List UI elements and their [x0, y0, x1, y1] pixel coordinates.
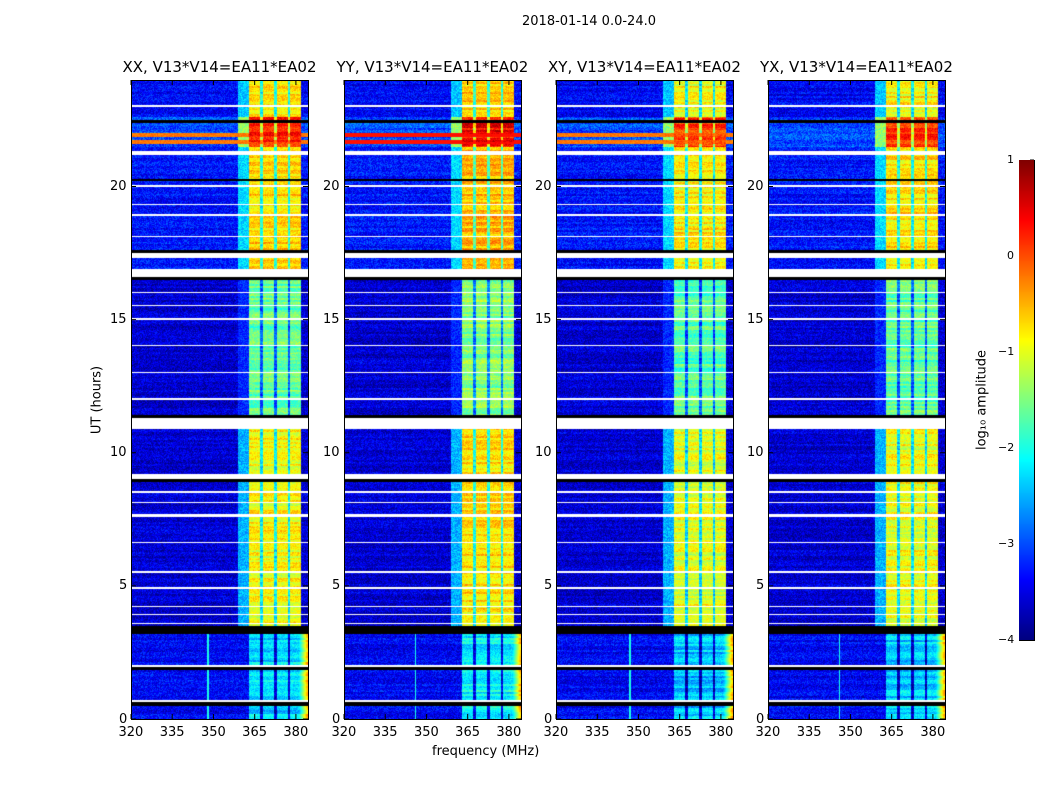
y-tick-label: 0	[332, 711, 341, 727]
x-tick-label: 320	[331, 725, 357, 740]
spectrogram-0	[131, 80, 308, 719]
y-tick-label: 15	[323, 312, 340, 328]
x-axis-label: frequency (MHz)	[432, 744, 540, 759]
colorbar	[1019, 160, 1034, 640]
y-tick-label: 10	[535, 445, 552, 461]
x-tick-label: 335	[584, 725, 610, 740]
y-tick-label: 15	[110, 312, 127, 328]
axes-frame	[344, 80, 522, 720]
y-tick-label: 10	[110, 445, 127, 461]
panel-title: XX, V13*V14=EA11*EA02	[122, 58, 317, 76]
y-tick-label: 20	[535, 179, 552, 194]
x-tick-label: 320	[755, 725, 781, 740]
x-tick-label: 380	[920, 725, 946, 740]
panel-title: YX, V13*V14=EA11*EA02	[760, 58, 953, 76]
x-tick-label: 350	[413, 725, 439, 740]
y-tick-label: 15	[535, 312, 552, 328]
axes-frame	[556, 80, 734, 720]
x-tick-label: 380	[283, 725, 309, 740]
x-tick-label: 350	[200, 725, 226, 740]
colorbar-tick-label: −2	[998, 441, 1015, 454]
x-tick-label: 335	[159, 725, 185, 740]
colorbar-tick-label: −4	[998, 633, 1015, 646]
y-tick-label: 0	[756, 711, 765, 727]
y-axis-label: UT (hours)	[89, 365, 105, 435]
x-tick-label: 335	[372, 725, 398, 740]
y-tick-label: 0	[544, 711, 553, 727]
x-tick-label: 380	[496, 725, 522, 740]
y-tick-label: 20	[323, 179, 340, 194]
x-tick-label: 365	[879, 725, 904, 740]
colorbar-tick-label: −1	[998, 345, 1015, 358]
figure-title: 2018-01-14 0.0-24.0	[522, 14, 656, 29]
y-tick-label: 10	[747, 445, 764, 461]
y-tick-label: 5	[756, 578, 765, 594]
colorbar-label: log₁₀ amplitude	[974, 349, 990, 451]
panel-title: YY, V13*V14=EA11*EA02	[336, 58, 529, 76]
y-tick-label: 5	[544, 578, 553, 594]
x-tick-label: 380	[708, 725, 734, 740]
x-tick-label: 320	[118, 725, 144, 740]
x-tick-label: 320	[543, 725, 569, 740]
colorbar-tick-label: 0	[1007, 249, 1014, 262]
y-tick-label: 20	[747, 179, 764, 194]
y-tick-label: 10	[323, 445, 340, 461]
colorbar-tick-label: 1	[1007, 153, 1014, 166]
y-tick-label: 5	[332, 578, 341, 594]
x-tick-label: 350	[837, 725, 863, 740]
y-tick-label: 15	[747, 312, 764, 328]
x-tick-label: 335	[796, 725, 822, 740]
panel-title: XY, V13*V14=EA11*EA02	[548, 58, 741, 76]
spectrogram-2	[556, 80, 733, 719]
axes-frame	[131, 80, 309, 720]
spectrogram-3	[768, 80, 945, 719]
colorbar-tick-label: −3	[998, 537, 1015, 550]
x-tick-label: 365	[455, 725, 480, 740]
y-tick-label: 0	[119, 711, 128, 727]
spectrogram-1	[344, 80, 521, 719]
y-tick-label: 20	[110, 179, 127, 194]
y-tick-label: 5	[119, 578, 128, 594]
axes-frame	[768, 80, 946, 720]
x-tick-label: 365	[242, 725, 267, 740]
x-tick-label: 365	[667, 725, 692, 740]
x-tick-label: 350	[625, 725, 651, 740]
